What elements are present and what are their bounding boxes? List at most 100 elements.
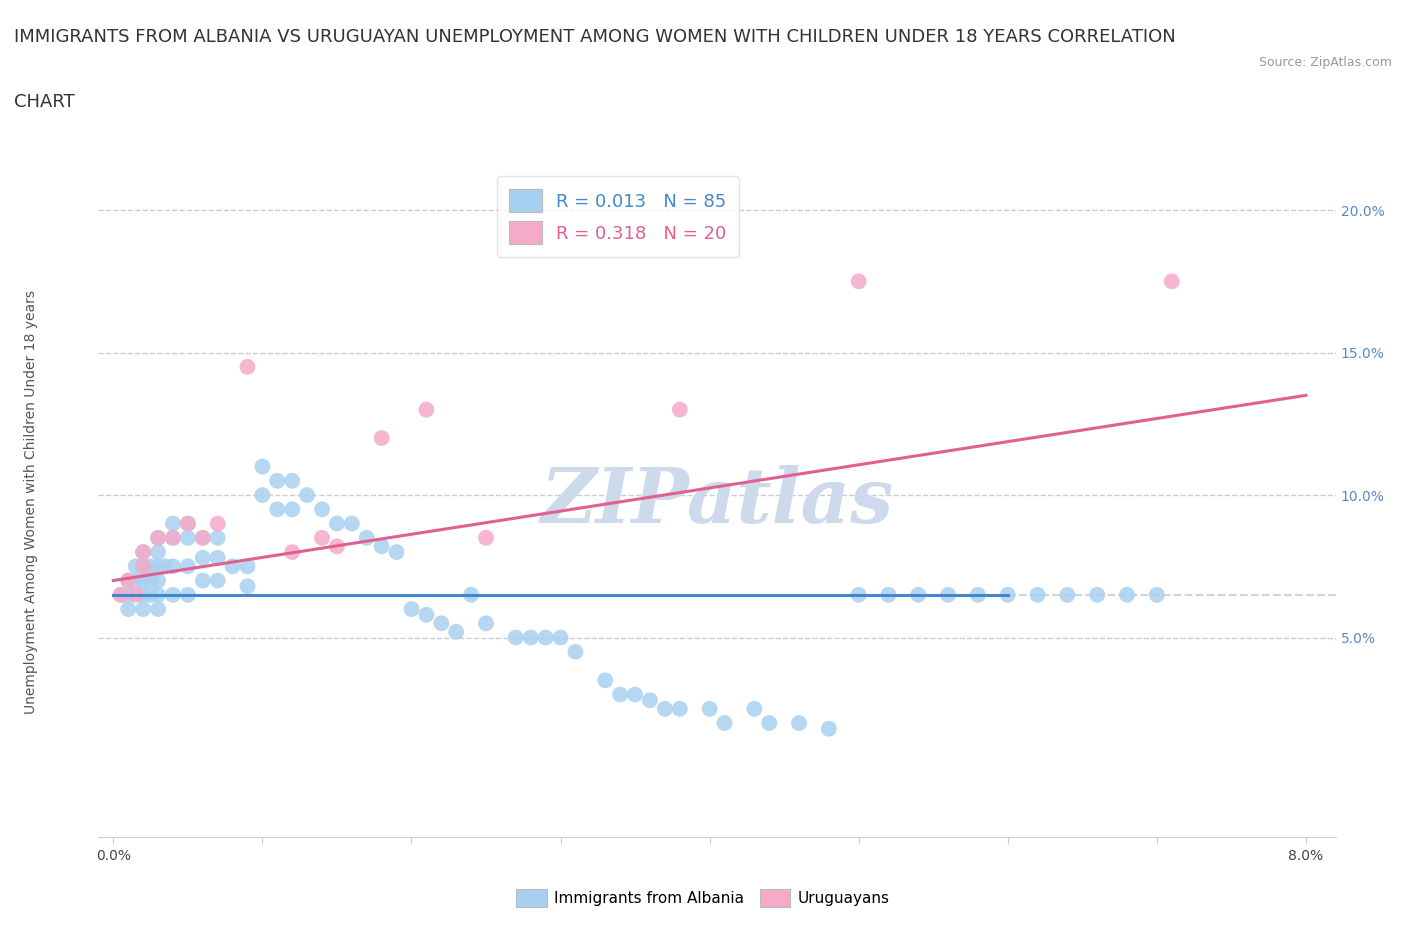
Point [177,559,200,574]
Point [415,607,437,622]
Point [997,588,1019,603]
Point [550,631,572,645]
Point [936,588,959,603]
Point [638,693,661,708]
Point [139,559,162,574]
Point [281,473,304,488]
Legend: R = 0.013   N = 85, R = 0.318   N = 20: R = 0.013 N = 85, R = 0.318 N = 20 [496,177,740,257]
Point [146,545,169,560]
Point [907,588,929,603]
Point [1146,588,1168,603]
Point [848,274,870,289]
Point [110,588,132,603]
Text: ZIPatlas: ZIPatlas [540,465,894,539]
Point [177,588,200,603]
Point [191,530,214,545]
Point [475,616,498,631]
Point [146,559,169,574]
Point [967,588,990,603]
Point [266,502,288,517]
Point [162,530,184,545]
Point [162,530,184,545]
Point [132,602,155,617]
Point [1085,588,1108,603]
Point [593,672,616,687]
Point [415,402,437,417]
Point [266,473,288,488]
Point [370,431,392,445]
Point [177,516,200,531]
Point [430,616,453,631]
Point [1160,274,1182,289]
Point [252,459,274,474]
Point [1056,588,1078,603]
Point [252,487,274,502]
Point [125,559,148,574]
Legend: Immigrants from Albania, Uruguayans: Immigrants from Albania, Uruguayans [510,884,896,913]
Point [564,644,586,659]
Point [191,530,214,545]
Point [125,588,148,603]
Point [295,487,318,502]
Point [370,538,392,553]
Point [311,502,333,517]
Text: Source: ZipAtlas.com: Source: ZipAtlas.com [1258,56,1392,69]
Point [326,516,349,531]
Point [758,715,780,730]
Point [162,516,184,531]
Point [281,502,304,517]
Text: Unemployment Among Women with Children Under 18 years: Unemployment Among Women with Children U… [24,290,38,714]
Point [877,588,900,603]
Point [132,559,155,574]
Point [356,530,378,545]
Point [125,573,148,588]
Point [110,588,132,603]
Point [191,551,214,565]
Point [132,559,155,574]
Point [146,588,169,603]
Point [146,530,169,545]
Point [385,545,408,560]
Point [132,545,155,560]
Point [207,551,229,565]
Point [236,359,259,374]
Point [444,624,467,639]
Point [155,559,177,574]
Point [340,516,363,531]
Point [117,573,139,588]
Point [519,631,541,645]
Point [146,602,169,617]
Point [668,402,690,417]
Point [117,573,139,588]
Point [207,530,229,545]
Point [624,687,647,702]
Point [1026,588,1049,603]
Point [146,573,169,588]
Point [311,530,333,545]
Point [505,631,527,645]
Point [534,631,557,645]
Point [281,545,304,560]
Point [132,573,155,588]
Point [401,602,423,617]
Point [139,588,162,603]
Point [146,530,169,545]
Point [236,559,259,574]
Point [848,588,870,603]
Point [221,559,243,574]
Point [162,588,184,603]
Text: IMMIGRANTS FROM ALBANIA VS URUGUAYAN UNEMPLOYMENT AMONG WOMEN WITH CHILDREN UNDE: IMMIGRANTS FROM ALBANIA VS URUGUAYAN UNE… [14,28,1175,46]
Point [162,559,184,574]
Point [117,602,139,617]
Point [132,588,155,603]
Point [207,516,229,531]
Point [609,687,631,702]
Point [177,530,200,545]
Point [818,722,841,737]
Point [1116,588,1139,603]
Point [744,701,766,716]
Point [475,530,498,545]
Point [713,715,735,730]
Point [177,516,200,531]
Point [191,573,214,588]
